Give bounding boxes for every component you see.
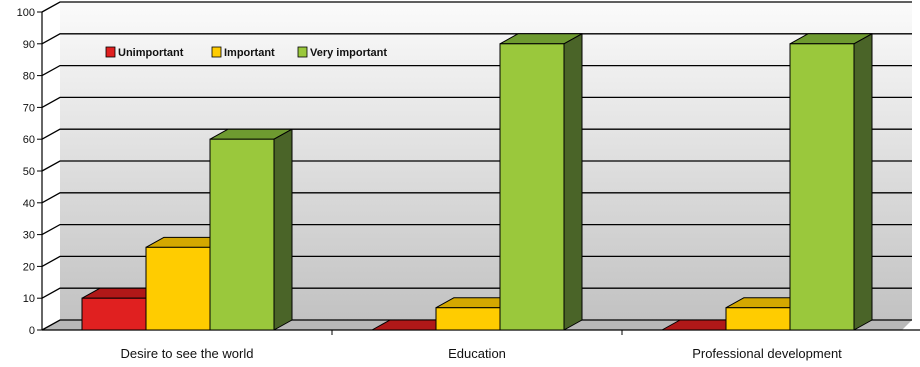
bar-front	[435, 307, 501, 331]
x-category-label: Professional development	[692, 346, 842, 361]
legend-label: Unimportant	[118, 47, 184, 59]
y-tick-label: 20	[23, 261, 35, 273]
bar-front	[81, 297, 147, 331]
y-tick-label: 50	[23, 166, 35, 178]
bar-front	[789, 43, 855, 331]
legend-swatch	[211, 46, 222, 58]
legend-item: Unimportant	[105, 46, 184, 59]
gridline	[41, 1, 912, 13]
y-tick-label: 40	[23, 198, 35, 210]
legend-swatch	[105, 46, 116, 58]
gridline	[41, 160, 912, 172]
y-tick-label: 70	[23, 102, 35, 114]
x-category-label: Education	[448, 346, 506, 361]
bar	[209, 128, 293, 331]
bar-side	[563, 33, 583, 331]
y-tick-label: 80	[23, 71, 35, 83]
gridline	[41, 287, 912, 299]
gridline	[41, 128, 912, 140]
gridline	[41, 255, 912, 267]
bar	[789, 33, 873, 331]
y-tick-label: 60	[23, 134, 35, 146]
y-tick-label: 90	[23, 39, 35, 51]
gridline	[41, 64, 912, 77]
bar	[499, 33, 583, 331]
bar-front	[499, 43, 565, 331]
bar-front	[209, 138, 275, 331]
y-tick-label: 10	[23, 293, 35, 305]
legend-item: Very important	[297, 46, 387, 59]
gridline	[41, 319, 912, 331]
bar-side	[853, 33, 873, 331]
legend-item: Important	[211, 46, 275, 59]
gridline	[41, 223, 912, 236]
legend-swatch	[297, 46, 308, 58]
bar-front	[145, 246, 211, 331]
y-tick-label: 0	[29, 325, 35, 337]
bar-side	[273, 128, 293, 331]
legend-label: Important	[224, 47, 275, 59]
gridline	[41, 96, 912, 108]
y-tick-label: 30	[23, 230, 35, 242]
x-category-label: Desire to see the world	[121, 346, 254, 361]
gridline	[41, 192, 912, 204]
legend: Unimportant Important Very important	[105, 46, 387, 59]
bar-front	[725, 307, 791, 331]
legend-label: Very important	[310, 47, 387, 59]
y-tick-label: 100	[17, 7, 35, 19]
gridline	[41, 33, 912, 45]
